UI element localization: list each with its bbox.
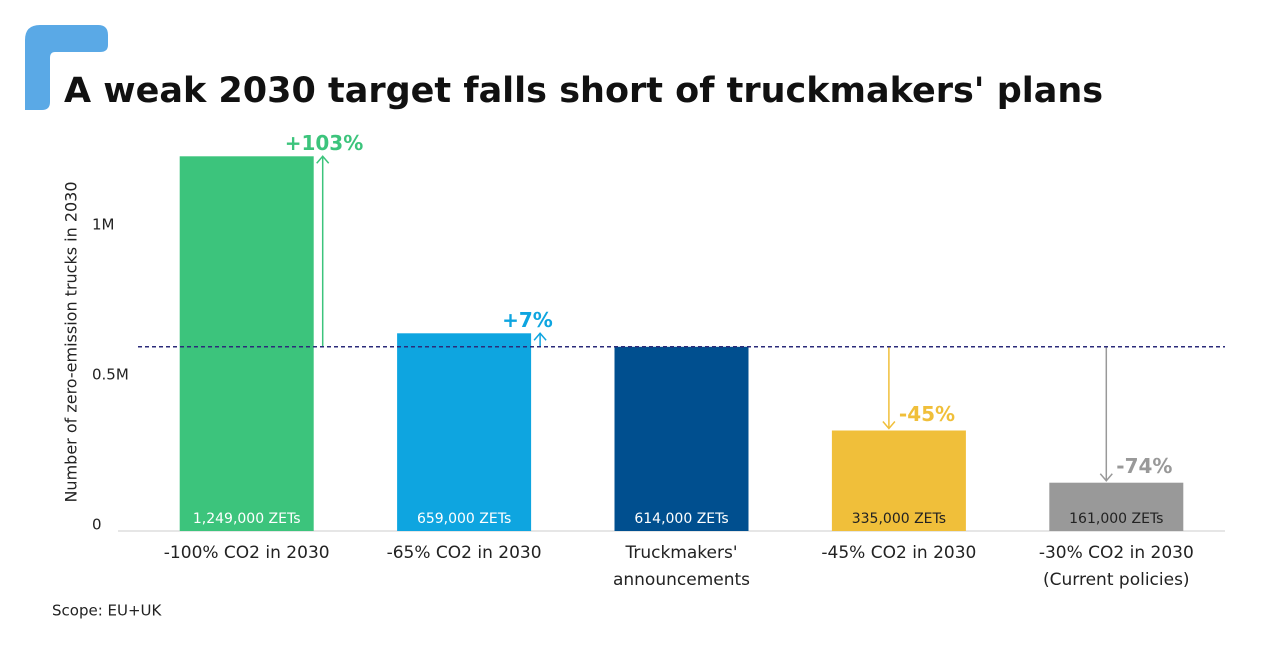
value-label: 614,000 ZETs xyxy=(634,511,728,527)
arrow-head xyxy=(533,332,547,341)
value-label: 161,000 ZETs xyxy=(1069,511,1163,527)
x-tick-label: Truckmakers' xyxy=(624,543,737,563)
change-label: +7% xyxy=(502,308,553,332)
logo xyxy=(25,25,108,110)
x-tick-label: -100% CO2 in 2030 xyxy=(164,543,330,563)
value-label: 335,000 ZETs xyxy=(852,511,946,527)
y-axis-label: Number of zero-emission trucks in 2030 xyxy=(62,181,81,502)
bar xyxy=(179,156,314,532)
bar xyxy=(614,346,749,531)
bar xyxy=(831,430,966,531)
x-tick-label: -30% CO2 in 2030 xyxy=(1039,543,1194,563)
value-label: 659,000 ZETs xyxy=(417,511,511,527)
change-label: +103% xyxy=(285,131,364,155)
x-tick-label: -65% CO2 in 2030 xyxy=(387,543,542,563)
y-tick-label: 0.5M xyxy=(92,366,129,384)
x-tick-label: (Current policies) xyxy=(1043,570,1190,590)
value-label: 1,249,000 ZETs xyxy=(193,511,301,527)
change-label: -74% xyxy=(1116,454,1172,478)
x-tick-label: announcements xyxy=(613,570,750,590)
bar xyxy=(397,333,532,531)
change-label: -45% xyxy=(899,402,955,426)
arrow-head xyxy=(316,155,330,164)
y-tick-label: 1M xyxy=(92,216,115,234)
footnote: Scope: EU+UK xyxy=(52,602,163,620)
arrow-head xyxy=(1099,473,1113,482)
x-tick-label: -45% CO2 in 2030 xyxy=(821,543,976,563)
bar xyxy=(1049,482,1184,531)
arrow-head xyxy=(882,421,896,430)
chart-title: A weak 2030 target falls short of truckm… xyxy=(64,71,1103,111)
y-tick-label: 0 xyxy=(92,516,102,534)
